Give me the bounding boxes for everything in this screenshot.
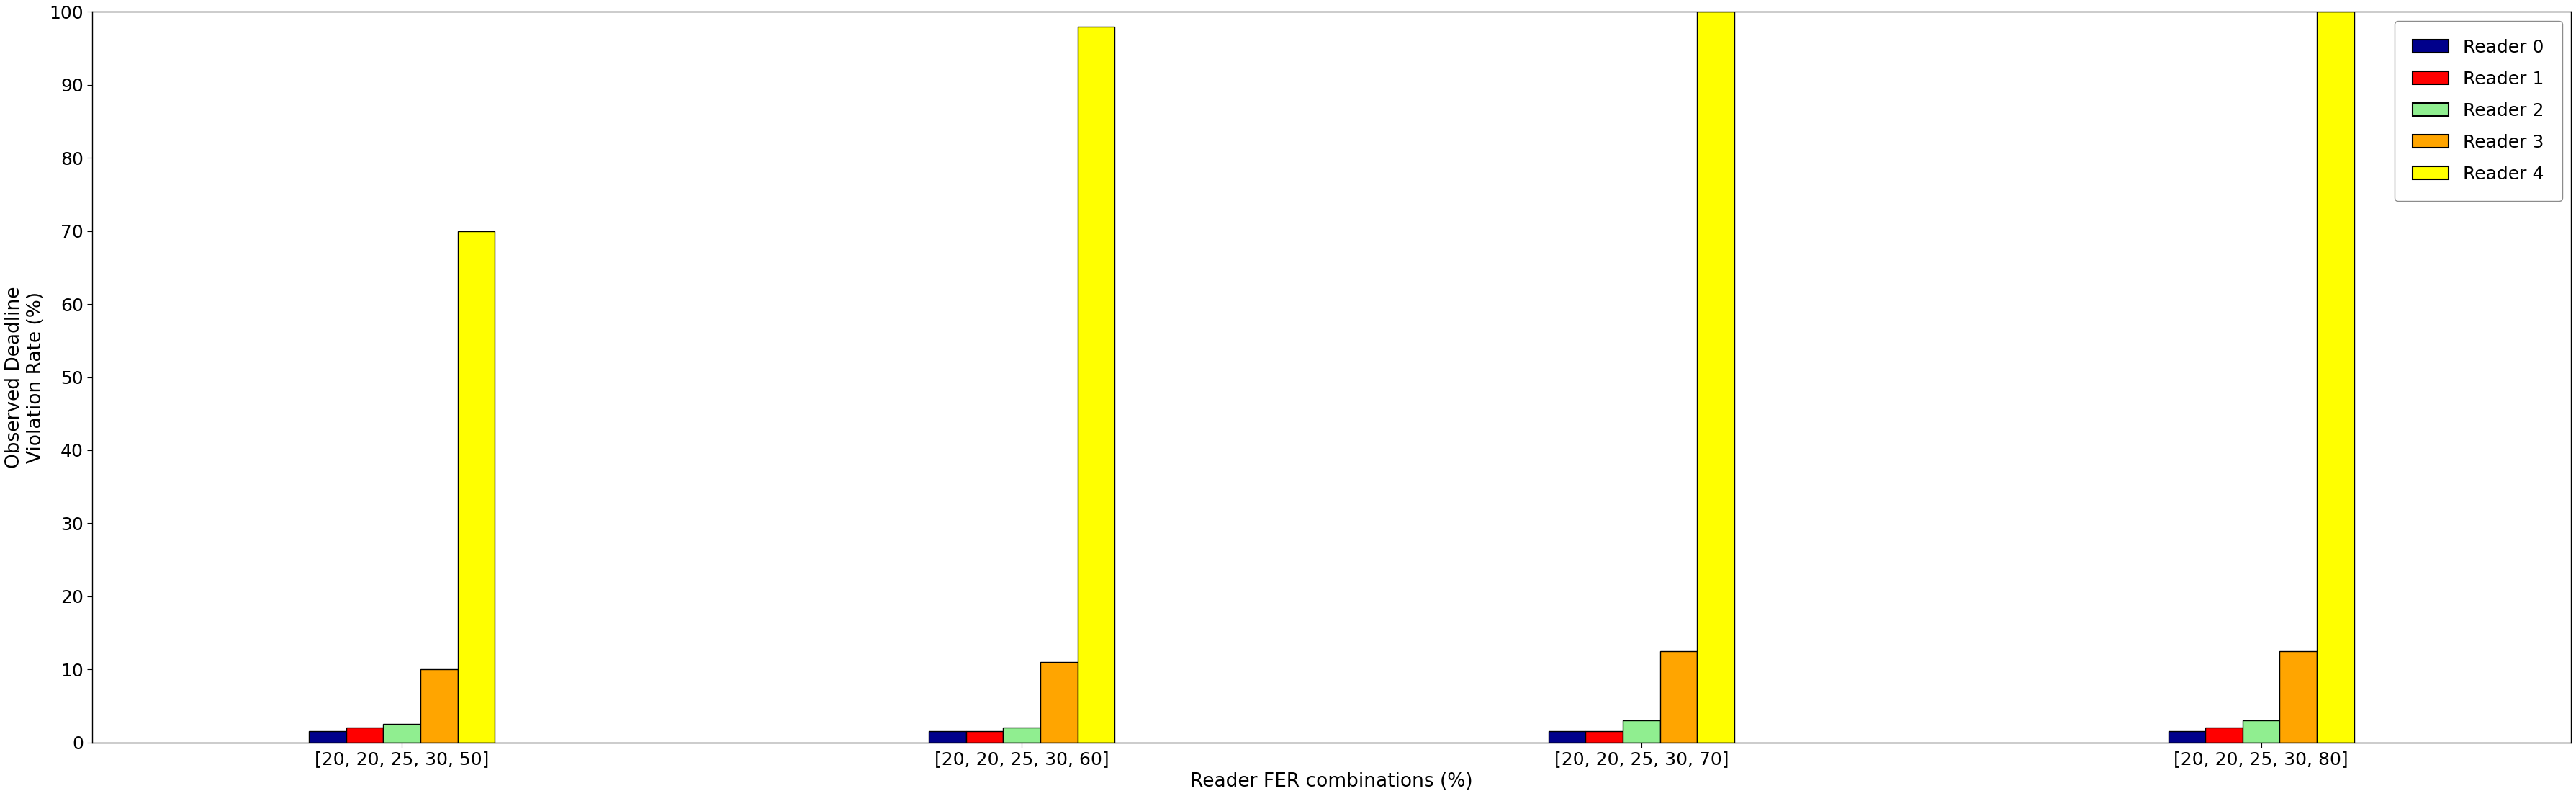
Bar [345, 728, 384, 743]
X-axis label: Reader FER combinations (%): Reader FER combinations (%) [1190, 772, 1473, 791]
Bar [966, 732, 1002, 743]
Bar [420, 669, 459, 743]
Y-axis label: Observed Deadline
Violation Rate (%): Observed Deadline Violation Rate (%) [5, 287, 46, 468]
Bar [384, 724, 420, 743]
Bar [930, 732, 966, 743]
Bar [2205, 728, 2244, 743]
Bar [2169, 732, 2205, 743]
Bar [1698, 12, 1734, 743]
Bar [1041, 662, 1077, 743]
Bar [1623, 720, 1659, 743]
Bar [1659, 651, 1698, 743]
Bar [459, 231, 495, 743]
Bar [2280, 651, 2316, 743]
Legend: Reader 0, Reader 1, Reader 2, Reader 3, Reader 4: Reader 0, Reader 1, Reader 2, Reader 3, … [2396, 21, 2563, 201]
Bar [1587, 732, 1623, 743]
Bar [1548, 732, 1587, 743]
Bar [2244, 720, 2280, 743]
Bar [2316, 12, 2354, 743]
Bar [1002, 728, 1041, 743]
Bar [1077, 26, 1115, 743]
Bar [309, 732, 345, 743]
